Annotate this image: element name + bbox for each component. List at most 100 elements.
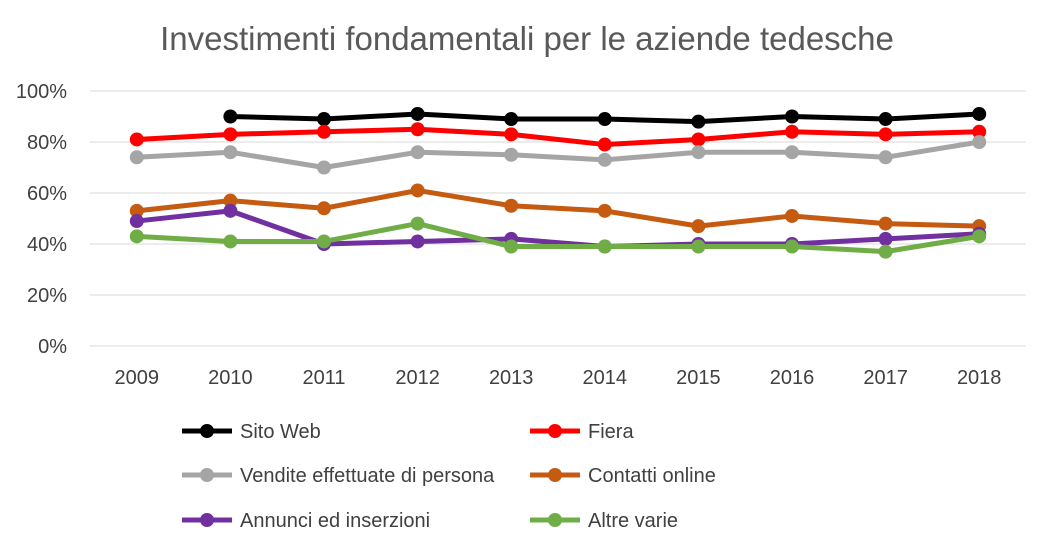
- data-point-altre-varie-2018: [972, 229, 987, 244]
- data-point-contatti-online-2013: [504, 198, 519, 213]
- data-point-sito-web-2010: [223, 109, 238, 124]
- data-point-contatti-online-2016: [785, 208, 799, 223]
- chart-title: Investimenti fondamentali per le aziende…: [160, 20, 894, 57]
- legend-item: Vendite effettuate di persona: [182, 465, 495, 487]
- data-point-fiera-2018: [972, 124, 987, 139]
- data-point-vendite-effettuate-di-persona-2009: [129, 150, 144, 165]
- data-point-vendite-effettuate-di-persona-2015: [691, 145, 706, 160]
- series-fiera: [129, 122, 987, 152]
- data-point-annunci-ed-inserzioni-2010: [223, 203, 238, 218]
- data-point-fiera-2017: [878, 127, 893, 142]
- data-point-sito-web-2018: [972, 106, 987, 121]
- x-tick-label: 2013: [489, 367, 534, 389]
- data-point-fiera-2012: [410, 122, 425, 137]
- data-point-sito-web-2016: [785, 109, 799, 124]
- data-point-altre-varie-2010: [223, 234, 238, 249]
- y-tick-label: 0%: [38, 336, 67, 358]
- series-line: [134, 208, 982, 250]
- data-point-vendite-effettuate-di-persona-2011: [317, 160, 331, 175]
- data-point-fiera-2016: [785, 124, 799, 139]
- legend-swatch-marker: [548, 468, 562, 482]
- data-point-altre-varie-2012: [410, 216, 425, 231]
- legend-label: Vendite effettuate di persona: [240, 465, 495, 487]
- data-point-altre-varie-2011: [317, 234, 331, 249]
- legend-label: Annunci ed inserzioni: [240, 510, 430, 532]
- legend-swatch-marker: [548, 424, 562, 438]
- data-point-contatti-online-2015: [691, 219, 706, 234]
- data-point-fiera-2009: [129, 132, 144, 147]
- legend-item: Fiera: [530, 421, 634, 443]
- x-axis-ticks: 2009 2010 2011 2012 2013 2014 2015 2016 2017 2018: [115, 367, 1002, 389]
- data-point-annunci-ed-inserzioni-2009: [129, 214, 144, 229]
- x-tick-label: 2017: [863, 367, 908, 389]
- y-tick-label: 20%: [27, 285, 67, 307]
- legend-item: Annunci ed inserzioni: [182, 510, 430, 532]
- x-tick-label: 2018: [957, 367, 1002, 389]
- series-lines: [129, 106, 987, 259]
- data-point-fiera-2014: [597, 137, 612, 152]
- data-point-vendite-effettuate-di-persona-2017: [878, 150, 893, 165]
- data-point-contatti-online-2014: [597, 203, 612, 218]
- legend-item: Contatti online: [530, 465, 716, 487]
- series-vendite-effettuate-di-persona: [129, 135, 987, 175]
- series-contatti-online: [129, 183, 987, 234]
- data-point-fiera-2015: [691, 132, 706, 147]
- data-point-contatti-online-2017: [878, 216, 893, 231]
- data-point-vendite-effettuate-di-persona-2012: [410, 145, 425, 160]
- data-point-contatti-online-2009: [129, 203, 144, 218]
- data-point-altre-varie-2014: [597, 239, 612, 254]
- data-point-vendite-effettuate-di-persona-2018: [972, 135, 987, 149]
- legend-label: Sito Web: [240, 421, 321, 443]
- data-point-altre-varie-2017: [878, 244, 893, 259]
- legend-item: Sito Web: [182, 421, 321, 443]
- x-tick-label: 2015: [676, 367, 721, 389]
- y-tick-label: 60%: [27, 183, 67, 205]
- data-point-altre-varie-2016: [785, 239, 799, 254]
- series-sito-web: [223, 106, 987, 129]
- data-point-vendite-effettuate-di-persona-2016: [785, 145, 799, 160]
- data-point-fiera-2010: [223, 127, 238, 142]
- data-point-annunci-ed-inserzioni-2012: [410, 234, 425, 249]
- legend-swatch-marker: [200, 468, 214, 482]
- x-tick-label: 2014: [583, 367, 628, 389]
- y-tick-label: 100%: [16, 81, 67, 103]
- data-point-altre-varie-2015: [691, 239, 706, 254]
- data-point-altre-varie-2009: [129, 229, 144, 244]
- data-point-contatti-online-2010: [223, 193, 238, 208]
- x-tick-label: 2009: [115, 367, 160, 389]
- series-line: [134, 221, 982, 255]
- legend-swatch-marker: [200, 513, 214, 527]
- data-point-sito-web-2011: [317, 112, 331, 127]
- y-axis-ticks: 0% 20% 40% 60% 80% 100%: [16, 81, 67, 358]
- data-point-vendite-effettuate-di-persona-2010: [223, 145, 238, 160]
- data-point-vendite-effettuate-di-persona-2013: [504, 147, 519, 162]
- x-tick-label: 2010: [208, 367, 253, 389]
- data-point-vendite-effettuate-di-persona-2014: [597, 152, 612, 167]
- data-point-sito-web-2017: [878, 112, 893, 127]
- legend: Sito Web Fiera Vendite effettuate di perso…: [182, 421, 716, 532]
- legend-swatch-marker: [200, 424, 214, 438]
- x-tick-label: 2012: [395, 367, 440, 389]
- series-line: [134, 187, 982, 229]
- y-tick-label: 40%: [27, 234, 67, 256]
- data-point-sito-web-2012: [410, 106, 425, 121]
- series-line: [134, 126, 982, 148]
- data-point-annunci-ed-inserzioni-2017: [878, 231, 893, 246]
- legend-label: Contatti online: [588, 465, 716, 487]
- data-point-sito-web-2014: [597, 112, 612, 127]
- data-point-altre-varie-2013: [504, 239, 519, 254]
- data-point-contatti-online-2012: [410, 183, 425, 198]
- legend-label: Altre varie: [588, 510, 678, 532]
- legend-label: Fiera: [588, 421, 634, 443]
- series-line: [134, 139, 982, 170]
- data-point-sito-web-2015: [691, 114, 706, 129]
- x-tick-label: 2011: [302, 367, 345, 389]
- x-tick-label: 2016: [770, 367, 815, 389]
- legend-swatch-marker: [548, 513, 562, 527]
- data-point-sito-web-2013: [504, 112, 519, 127]
- data-point-fiera-2013: [504, 127, 519, 142]
- data-point-contatti-online-2011: [317, 201, 331, 216]
- y-tick-label: 80%: [27, 132, 67, 154]
